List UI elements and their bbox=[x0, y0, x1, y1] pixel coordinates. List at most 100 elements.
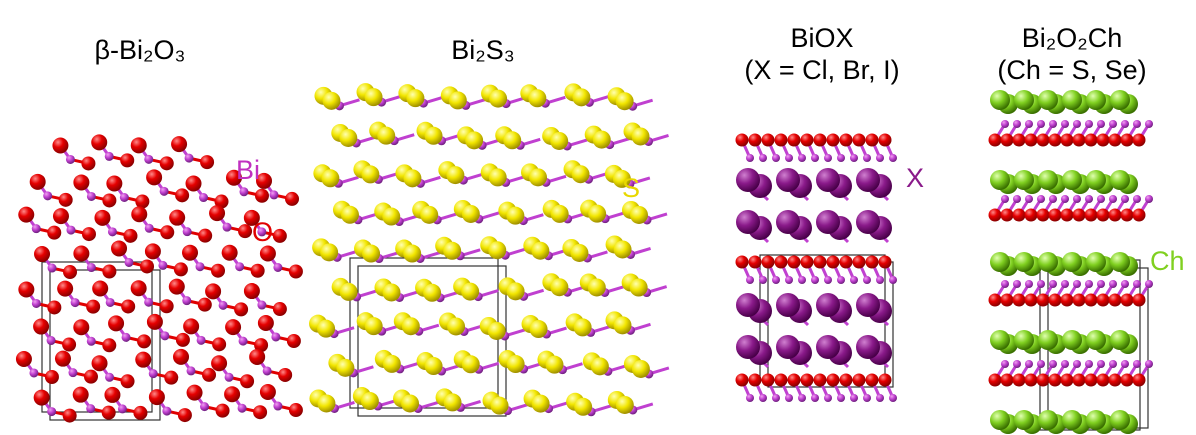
atom bbox=[262, 366, 272, 376]
atom bbox=[286, 333, 301, 348]
atom bbox=[259, 245, 276, 262]
atom bbox=[443, 241, 462, 260]
atom bbox=[1085, 195, 1093, 203]
atom bbox=[200, 402, 210, 412]
atom bbox=[1062, 252, 1082, 272]
atom bbox=[826, 133, 840, 147]
atom bbox=[787, 133, 801, 147]
atom bbox=[73, 245, 90, 262]
atom bbox=[86, 404, 96, 414]
atom bbox=[798, 394, 806, 402]
atom bbox=[588, 204, 607, 223]
atom bbox=[615, 395, 634, 414]
atom bbox=[1086, 252, 1106, 272]
atom bbox=[529, 168, 548, 187]
atom bbox=[813, 255, 827, 269]
atom bbox=[798, 154, 806, 162]
atom bbox=[878, 255, 892, 269]
atom bbox=[1013, 360, 1021, 368]
atom bbox=[211, 355, 228, 372]
atom bbox=[198, 228, 213, 243]
atom bbox=[800, 133, 814, 147]
atom bbox=[629, 205, 648, 224]
atom bbox=[225, 169, 242, 186]
atom bbox=[826, 255, 840, 269]
atom bbox=[988, 373, 1002, 387]
atom bbox=[613, 316, 632, 335]
atom bbox=[988, 133, 1002, 147]
atom bbox=[865, 255, 879, 269]
atom bbox=[1072, 133, 1086, 147]
atom bbox=[1121, 280, 1129, 288]
atom bbox=[1038, 170, 1058, 190]
atom bbox=[443, 393, 462, 412]
atom bbox=[271, 332, 281, 342]
atom bbox=[488, 241, 507, 260]
atom bbox=[185, 175, 202, 192]
atom bbox=[1000, 133, 1014, 147]
atom bbox=[317, 319, 336, 338]
atom bbox=[759, 276, 767, 284]
atom bbox=[1109, 360, 1117, 368]
atom bbox=[1085, 120, 1093, 128]
atom bbox=[146, 313, 163, 330]
atom bbox=[105, 372, 115, 382]
atom bbox=[288, 403, 303, 418]
atom bbox=[1073, 195, 1081, 203]
atom bbox=[158, 260, 168, 270]
atom bbox=[1121, 195, 1129, 203]
atom bbox=[1086, 170, 1106, 190]
atom bbox=[776, 335, 800, 359]
atom bbox=[592, 130, 611, 149]
atom bbox=[1096, 133, 1110, 147]
atom bbox=[83, 369, 98, 384]
atom bbox=[239, 187, 249, 197]
atom bbox=[253, 405, 268, 420]
atom bbox=[33, 389, 50, 406]
atom bbox=[104, 151, 114, 161]
atom bbox=[824, 394, 832, 402]
atom bbox=[195, 262, 205, 272]
atom bbox=[1145, 360, 1153, 368]
atom bbox=[285, 191, 300, 206]
atom bbox=[550, 204, 569, 223]
atom bbox=[550, 131, 569, 150]
atom bbox=[587, 278, 606, 297]
atom bbox=[1108, 208, 1122, 222]
atom bbox=[850, 394, 858, 402]
atom bbox=[1132, 293, 1146, 307]
atom bbox=[826, 373, 840, 387]
atom bbox=[339, 128, 358, 147]
atom bbox=[811, 394, 819, 402]
panel-title: β-Bi₂O₃ bbox=[94, 35, 185, 65]
atom bbox=[1061, 360, 1069, 368]
atom bbox=[420, 205, 439, 224]
atom bbox=[785, 276, 793, 284]
atom-label: Ch bbox=[1150, 246, 1185, 276]
atom bbox=[1014, 170, 1034, 190]
atom bbox=[774, 255, 788, 269]
atom bbox=[186, 384, 203, 401]
atom bbox=[1110, 170, 1130, 190]
atom bbox=[199, 193, 209, 203]
atom bbox=[102, 338, 117, 353]
atom bbox=[816, 293, 840, 317]
atom bbox=[748, 255, 762, 269]
atom bbox=[570, 243, 589, 262]
atom bbox=[62, 337, 77, 352]
atom bbox=[29, 173, 46, 190]
atom bbox=[401, 317, 420, 336]
atom bbox=[746, 154, 754, 162]
atom bbox=[205, 283, 222, 300]
atom bbox=[736, 168, 760, 192]
atom bbox=[813, 373, 827, 387]
atom bbox=[448, 91, 467, 110]
atom bbox=[144, 297, 154, 307]
atom bbox=[1120, 373, 1134, 387]
atom bbox=[86, 336, 96, 346]
atom bbox=[1072, 373, 1086, 387]
atom bbox=[238, 336, 248, 346]
atom bbox=[382, 354, 401, 373]
atom bbox=[200, 155, 215, 170]
atom bbox=[1110, 410, 1130, 430]
